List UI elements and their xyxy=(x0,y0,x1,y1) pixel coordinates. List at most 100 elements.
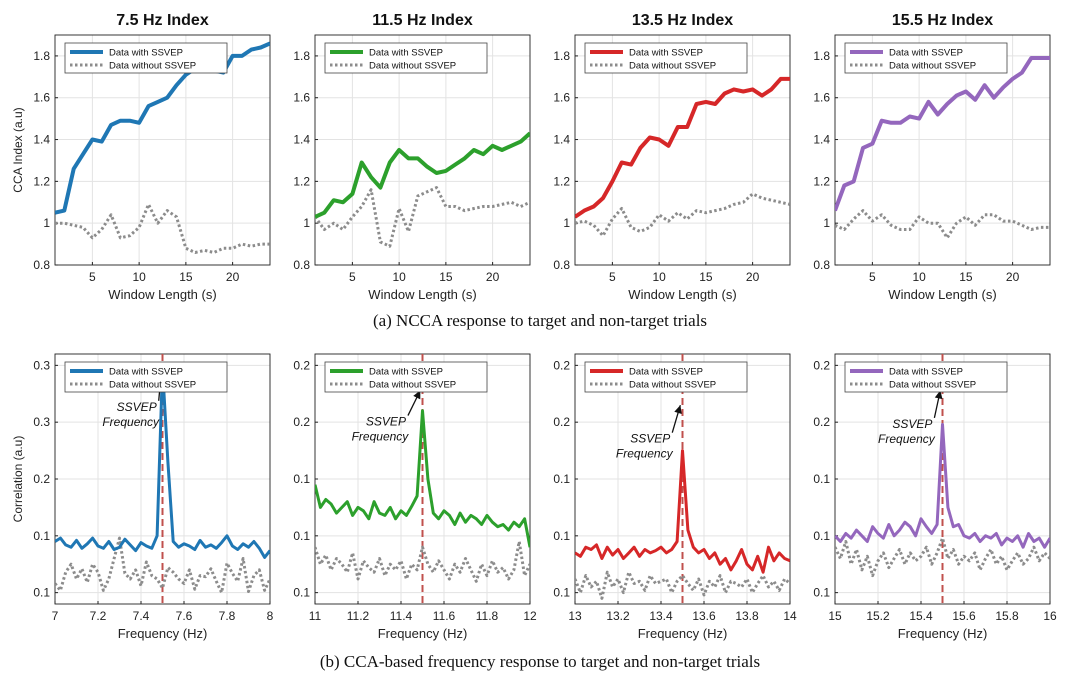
series-line-with-ssvep xyxy=(575,449,790,574)
axes-frame xyxy=(834,34,1051,266)
legend-label: Data with SSVEP xyxy=(889,367,963,378)
y-tick-label: 0.1 xyxy=(553,529,570,543)
x-axis-label: Frequency (Hz) xyxy=(638,626,728,641)
legend-label: Data without SSVEP xyxy=(369,380,456,391)
chart-title: 7.5 Hz Index xyxy=(116,12,209,29)
axes-frame xyxy=(574,34,791,266)
legend-label: Data without SSVEP xyxy=(109,61,196,72)
y-tick-label: 0.1 xyxy=(293,529,310,543)
caption-b: (b) CCA-based frequency response to targ… xyxy=(319,652,761,671)
series-line-without-ssvep xyxy=(315,540,530,583)
y-tick-label: 0.2 xyxy=(293,415,310,429)
series-line-without-ssvep xyxy=(315,186,530,248)
data-layer xyxy=(575,76,790,238)
panel-6: 11 11.2 11.4 11.6 11.8 12 0.1 0.1 0.1 0.2 0.2 Frequ… xyxy=(293,353,537,641)
y-axis-label: Correlation (a.u) xyxy=(11,436,25,523)
series-line-with-ssvep xyxy=(575,76,790,219)
x-tick-label: 10 xyxy=(912,270,926,284)
x-tick-label: 15.2 xyxy=(866,609,890,623)
series-line-without-ssvep xyxy=(835,209,1050,240)
x-tick-label: 13.6 xyxy=(692,609,716,623)
legend-label: Data with SSVEP xyxy=(629,48,703,59)
x-tick-label: 15.6 xyxy=(952,609,976,623)
x-tick-label: 11.8 xyxy=(476,609,499,623)
x-axis-label: Window Length (s) xyxy=(108,287,216,302)
series-line-without-ssvep xyxy=(575,570,790,600)
legend-box xyxy=(844,42,1008,74)
y-tick-label: 1.2 xyxy=(33,174,50,188)
caption-a: (a) NCCA response to target and non-targ… xyxy=(372,311,708,330)
series-line-with-ssvep xyxy=(315,131,530,219)
legend-label: Data without SSVEP xyxy=(889,380,976,391)
y-tick-label: 0.1 xyxy=(553,586,570,600)
annotation-line-1: SSVEP xyxy=(117,400,157,414)
legend-label: Data without SSVEP xyxy=(629,61,716,72)
y-tick-label: 1.6 xyxy=(33,91,50,105)
y-tick-label: 1.8 xyxy=(33,49,50,63)
legend-box xyxy=(64,361,228,393)
axes-frame xyxy=(54,34,271,266)
x-axis-label: Window Length (s) xyxy=(628,287,736,302)
y-tick-label: 1.4 xyxy=(293,133,310,147)
data-layer xyxy=(55,41,270,254)
data-layer xyxy=(315,354,530,604)
x-tick-label: 7.4 xyxy=(133,609,150,623)
y-tick-label: 0.1 xyxy=(813,472,830,486)
legend-box xyxy=(324,42,488,74)
y-axis-label: CCA Index (a.u) xyxy=(11,107,25,192)
y-tick-label: 1.6 xyxy=(553,91,570,105)
x-tick-label: 15.4 xyxy=(909,609,933,623)
annotation-line-2: Frequency xyxy=(102,415,160,429)
legend-label: Data without SSVEP xyxy=(889,61,976,72)
annotation-arrow-head xyxy=(674,405,682,415)
x-tick-label: 11.4 xyxy=(390,609,413,623)
legend-label: Data without SSVEP xyxy=(109,380,196,391)
annotation-line-2: Frequency xyxy=(878,432,936,446)
series-line-with-ssvep xyxy=(55,366,270,559)
chart-title: 13.5 Hz Index xyxy=(632,12,733,29)
series-line-without-ssvep xyxy=(835,536,1050,578)
x-tick-label: 15.8 xyxy=(995,609,1019,623)
x-tick-label: 15 xyxy=(699,270,713,284)
series-line-with-ssvep xyxy=(835,423,1050,549)
legend-label: Data with SSVEP xyxy=(889,48,963,59)
y-tick-label: 1.8 xyxy=(553,49,570,63)
series-line-with-ssvep xyxy=(55,41,270,215)
series-line-without-ssvep xyxy=(55,202,270,254)
y-tick-label: 0.1 xyxy=(33,529,50,543)
panel-2: 5 10 15 20 0.8 1 1.2 1.4 1.6 1.8 11.5 Hz Index Wind… xyxy=(293,12,531,302)
x-axis-label: Frequency (Hz) xyxy=(118,626,208,641)
x-tick-label: 13 xyxy=(568,609,582,623)
y-tick-label: 0.1 xyxy=(293,472,310,486)
x-tick-label: 13.8 xyxy=(735,609,759,623)
panel-3: 5 10 15 20 0.8 1 1.2 1.4 1.6 1.8 13.5 Hz Index Wind… xyxy=(553,12,791,302)
series-line-with-ssvep xyxy=(315,409,530,548)
y-tick-label: 1.4 xyxy=(33,133,50,147)
panel-1: 5 10 15 20 0.8 1 1.2 1.4 1.6 1.8 7.5 Hz Index Windo… xyxy=(11,12,271,302)
x-tick-label: 5 xyxy=(349,270,356,284)
y-tick-label: 0.3 xyxy=(33,415,50,429)
x-tick-label: 13.4 xyxy=(649,609,673,623)
x-axis-label: Frequency (Hz) xyxy=(898,626,988,641)
x-tick-label: 11 xyxy=(309,609,322,623)
x-tick-label: 13.2 xyxy=(606,609,630,623)
y-tick-label: 1.6 xyxy=(293,91,310,105)
data-layer xyxy=(315,131,530,248)
x-tick-label: 15 xyxy=(439,270,453,284)
y-tick-label: 0.1 xyxy=(813,529,830,543)
legend-box xyxy=(324,361,488,393)
y-tick-label: 1.4 xyxy=(553,133,570,147)
x-axis-label: Window Length (s) xyxy=(368,287,476,302)
y-tick-label: 0.3 xyxy=(33,358,50,372)
legend-label: Data with SSVEP xyxy=(369,367,443,378)
x-tick-label: 15 xyxy=(179,270,193,284)
legend-box xyxy=(64,42,228,74)
panel-4: 5 10 15 20 0.8 1 1.2 1.4 1.6 1.8 15.5 Hz Index Wind… xyxy=(813,12,1051,302)
annotation-arrow-head xyxy=(934,390,943,400)
series-line-without-ssvep xyxy=(55,536,270,595)
panel-7: 13 13.2 13.4 13.6 13.8 14 0.1 0.1 0.1 0.2 0.2 Frequ… xyxy=(553,353,797,641)
y-tick-label: 1.4 xyxy=(813,133,830,147)
legend-box xyxy=(584,361,748,393)
y-tick-label: 0.8 xyxy=(813,258,830,272)
y-tick-label: 1.8 xyxy=(813,49,830,63)
